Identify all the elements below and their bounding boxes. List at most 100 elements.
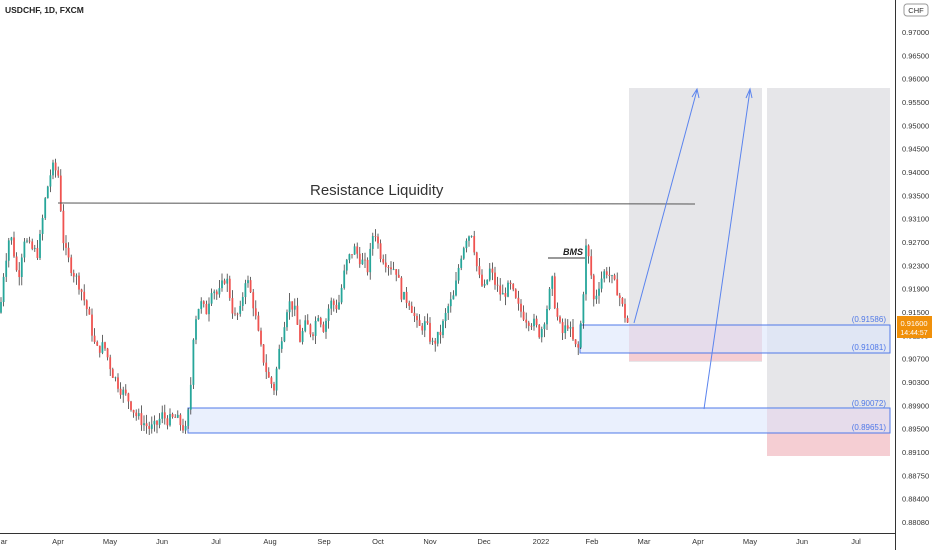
candle-body	[301, 331, 304, 342]
candle-body	[546, 308, 548, 325]
candle-body	[374, 236, 377, 237]
time-tick-label: Jun	[796, 537, 808, 546]
candle-body	[345, 259, 348, 271]
candle-body	[494, 272, 496, 285]
candle-body	[319, 318, 322, 325]
price-tick-label: 0.90300	[902, 378, 929, 387]
candles-layer	[0, 158, 629, 435]
candle-body	[59, 175, 62, 211]
time-tick-label: Jul	[851, 537, 861, 546]
candle-body	[512, 283, 515, 290]
candle-body	[403, 291, 405, 300]
candle-body	[169, 414, 171, 426]
candle-body	[88, 309, 91, 315]
candle-body	[587, 245, 590, 257]
candle-body	[507, 282, 509, 297]
candle-body	[616, 279, 619, 296]
current-price-countdown: 14:44:57	[900, 330, 927, 337]
price-tick-label: 0.94000	[902, 168, 929, 177]
currency-badge[interactable]: CHF	[903, 3, 929, 17]
candle-body	[621, 297, 624, 304]
candle-body	[18, 270, 21, 278]
candle-body	[598, 288, 600, 296]
candle-body	[348, 254, 351, 260]
candle-body	[23, 241, 26, 258]
time-tick-label: Sep	[317, 537, 330, 546]
candle-body	[418, 320, 421, 326]
candle-body	[611, 275, 613, 277]
candle-body	[106, 348, 109, 358]
candle-body	[379, 243, 382, 260]
candle-body	[478, 266, 481, 275]
candle-body	[390, 267, 392, 270]
candle-body	[41, 218, 44, 234]
candle-body	[210, 293, 213, 304]
candle-body	[421, 325, 424, 331]
candle-body	[499, 285, 502, 295]
candle-body	[280, 341, 283, 349]
candle-body	[579, 323, 582, 348]
zone-upper-top-label: (0.91586)	[852, 315, 887, 324]
candle-body	[408, 302, 411, 306]
candle-body	[527, 322, 530, 326]
candle-body	[72, 273, 75, 277]
candle-body	[590, 256, 593, 276]
price-tick-label: 0.96000	[902, 75, 929, 84]
candle-body	[481, 274, 483, 286]
projection-arrow-2	[703, 87, 753, 410]
candle-body	[15, 256, 18, 271]
time-axis[interactable]: ar Apr May Jun Jul Aug Sep Oct Nov Dec 2022 Feb Mar A…	[1, 537, 861, 546]
candle-body	[330, 300, 333, 309]
candle-body	[520, 303, 522, 312]
candle-body	[36, 247, 39, 258]
candle-body	[553, 276, 556, 309]
candle-body	[338, 302, 340, 310]
candle-body	[197, 308, 200, 320]
candle-body	[540, 328, 543, 338]
candle-body	[509, 282, 512, 284]
current-price-value: 0.91600	[900, 319, 927, 328]
candle-body	[522, 311, 525, 320]
candle-body	[361, 259, 364, 265]
candle-body	[101, 342, 104, 353]
candle-body	[161, 412, 164, 419]
time-tick-label: Nov	[423, 537, 437, 546]
candle-body	[62, 210, 65, 244]
demand-zone-upper	[579, 324, 891, 354]
candle-body	[119, 388, 122, 395]
candle-body	[603, 271, 606, 279]
candle-body	[447, 306, 450, 313]
candle-body	[288, 301, 291, 313]
candle-body	[351, 254, 353, 256]
candle-body	[148, 426, 151, 429]
candle-body	[163, 412, 166, 419]
candle-body	[514, 289, 517, 298]
candle-body	[153, 420, 156, 425]
candle-body	[5, 260, 8, 277]
candle-body	[572, 326, 574, 340]
price-tick-label: 0.92700	[902, 238, 929, 247]
candle-body	[624, 303, 626, 318]
candle-body	[158, 418, 161, 425]
price-tick-label: 0.91900	[902, 285, 929, 294]
candle-body	[444, 312, 447, 322]
candle-body	[551, 276, 554, 289]
candle-body	[299, 324, 301, 342]
candle-body	[140, 413, 143, 426]
candle-body	[221, 280, 223, 289]
candle-body	[156, 420, 158, 425]
resistance-label: Resistance Liquidity	[310, 182, 444, 199]
candle-body	[228, 278, 231, 299]
candle-body	[332, 300, 335, 305]
candle-body	[111, 369, 114, 378]
candle-body	[122, 389, 125, 395]
price-tick-label: 0.88080	[902, 518, 929, 527]
candle-body	[257, 315, 260, 331]
current-price-tag: 0.91600 14:44:57	[897, 316, 932, 338]
price-axis[interactable]: 0.97000 0.96500 0.96000 0.95500 0.95000 0.945…	[902, 28, 929, 527]
candle-body	[275, 368, 278, 391]
zone-lower-top-label: (0.90072)	[852, 399, 887, 408]
candle-body	[96, 341, 99, 346]
